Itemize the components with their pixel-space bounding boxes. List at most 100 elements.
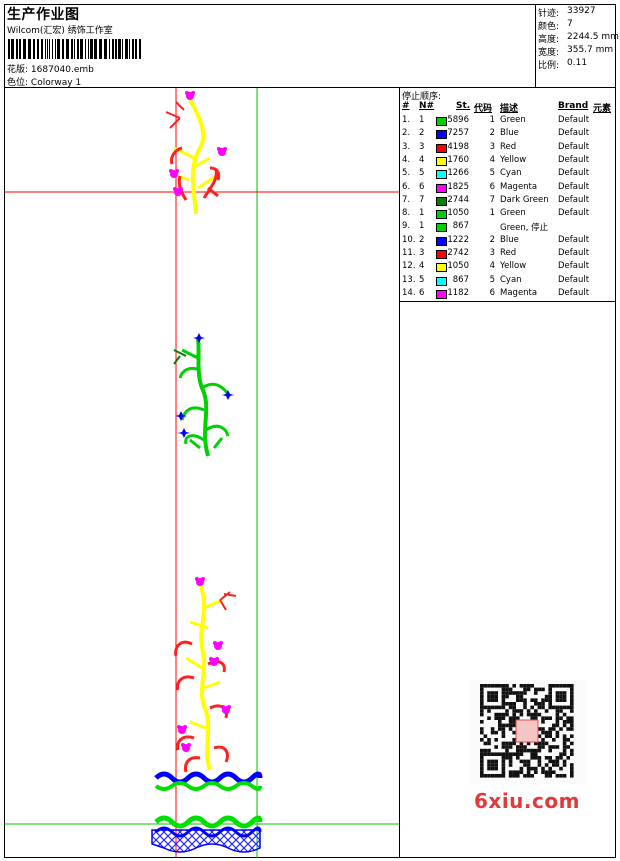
table-row: 5. 5 1266 5 Cyan Default <box>400 168 616 181</box>
row-stitches: 7257 <box>447 128 469 139</box>
table-row: 14. 6 1182 6 Magenta Default <box>400 288 616 301</box>
row-needle: 7 <box>419 194 425 205</box>
row-description: Yellow <box>500 261 527 272</box>
barcode <box>8 39 144 59</box>
row-description: Blue <box>500 234 519 245</box>
row-code: 2 <box>489 234 495 245</box>
row-index: 3. <box>402 141 411 152</box>
row-stitches: 2744 <box>447 194 469 205</box>
barcode-bar <box>45 39 46 59</box>
row-index: 11. <box>402 248 416 258</box>
color-swatch <box>436 250 447 259</box>
row-index: 14. <box>402 287 416 298</box>
row-needle: 1 <box>419 208 425 219</box>
row-brand: Default <box>558 115 590 125</box>
barcode-bar <box>37 39 39 59</box>
color-swatch <box>436 196 447 206</box>
row-needle: 1 <box>419 115 425 125</box>
table-row: 3. 3 4198 3 Red Default <box>400 142 616 155</box>
row-index: 10. <box>402 234 416 245</box>
col-header-index: # <box>402 101 410 111</box>
barcode-bar <box>33 39 35 59</box>
colorway-line: 色位: Colorway 1 <box>7 75 81 88</box>
col-header-element: 元素 <box>593 104 612 114</box>
table-row: 7. 7 2744 7 Dark Green Default <box>400 195 616 208</box>
row-code: 6 <box>489 181 495 192</box>
qr-code-graphic <box>480 684 574 778</box>
row-brand: Default <box>558 287 590 298</box>
barcode-bar <box>118 39 121 59</box>
barcode-bar <box>80 39 83 59</box>
row-brand: Default <box>558 208 590 219</box>
barcode-bar <box>88 39 89 59</box>
color-swatch <box>436 236 447 246</box>
row-needle: 4 <box>419 154 425 165</box>
design-file-line: 花版: 1687040.emb <box>7 62 94 75</box>
row-index: 5. <box>402 168 411 179</box>
color-swatch <box>436 223 447 233</box>
barcode-bar <box>8 39 10 59</box>
row-description: Blue <box>500 128 519 139</box>
color-swatch <box>436 210 447 220</box>
row-needle: 5 <box>419 274 425 285</box>
row-stitches: 2742 <box>447 248 469 258</box>
col-header-code: 代码 <box>474 104 493 114</box>
colorway-value: Colorway 1 <box>30 78 82 88</box>
page-title: 生产作业图 <box>7 7 80 23</box>
row-code: 1 <box>489 208 495 219</box>
row-stitches: 4198 <box>447 141 469 152</box>
barcode-bar <box>52 39 53 59</box>
row-code: 3 <box>489 141 495 152</box>
wave-border-lower <box>151 815 263 853</box>
row-needle: 5 <box>419 168 425 179</box>
row-description: Green <box>500 115 526 125</box>
color-swatch <box>436 183 447 193</box>
barcode-bar <box>49 39 50 59</box>
table-row: 13. 5 867 5 Cyan Default <box>400 275 616 288</box>
page-frame <box>4 4 616 858</box>
color-swatch <box>436 130 447 140</box>
col-header-description: 描述 <box>500 104 519 114</box>
row-stitches: 867 <box>452 274 469 285</box>
barcode-bar <box>74 39 75 59</box>
row-stitches: 867 <box>452 221 469 232</box>
row-needle: 3 <box>419 248 425 258</box>
header-block: 生产作业图 Wilcom(汇宏) 绣饰工作室 花版: 1687040.emb 色… <box>4 4 536 88</box>
barcode-bar <box>129 39 130 59</box>
row-index: 7. <box>402 194 411 205</box>
row-stitches: 5896 <box>447 115 469 125</box>
row-description: Green, 停止 <box>500 223 549 234</box>
row-brand: Default <box>558 181 590 192</box>
row-description: Yellow <box>500 154 527 165</box>
row-description: Magenta <box>500 181 538 192</box>
row-index: 4. <box>402 154 411 165</box>
row-stitches: 1266 <box>447 168 469 179</box>
design-file: 1687040.emb <box>30 65 94 75</box>
stop-sequence-title: 停止顺序: <box>402 92 442 102</box>
row-stitches: 1050 <box>447 261 469 272</box>
row-index: 6. <box>402 181 411 192</box>
barcode-bar <box>139 39 141 59</box>
barcode-bar <box>90 39 93 59</box>
row-needle: 4 <box>419 261 425 272</box>
colorway-label: 色位: <box>7 78 29 88</box>
color-swatch <box>436 156 447 166</box>
color-swatch <box>436 170 447 180</box>
table-row: 1. 1 5896 1 Green Default <box>400 115 616 128</box>
color-swatch <box>436 263 447 273</box>
barcode-bar <box>57 39 60 59</box>
barcode-bar <box>125 39 128 59</box>
row-code: 4 <box>489 154 495 165</box>
col-header-needle: N# <box>419 101 435 111</box>
row-description: Magenta <box>500 287 538 298</box>
barcode-bar <box>115 39 117 59</box>
row-code: 3 <box>489 248 495 258</box>
table-row: 11. 3 2742 3 Red Default <box>400 248 616 261</box>
row-index: 8. <box>402 208 411 219</box>
barcode-bar <box>16 39 18 59</box>
barcode-bar <box>135 39 137 59</box>
stop-sequence-panel: 停止顺序: # N# St. 代码 描述 Brand 元素 1. 1 5896 1 Gr… <box>400 88 616 302</box>
col-header-brand: Brand <box>558 101 589 111</box>
barcode-bar <box>132 39 134 59</box>
embroidery-preview <box>4 88 399 858</box>
